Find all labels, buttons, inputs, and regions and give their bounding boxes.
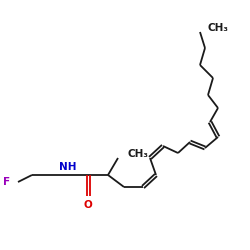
Text: O: O — [84, 200, 92, 210]
Text: F: F — [3, 177, 10, 187]
Text: CH₃: CH₃ — [128, 149, 149, 159]
Text: CH₃: CH₃ — [208, 23, 229, 33]
Text: NH: NH — [59, 162, 77, 172]
